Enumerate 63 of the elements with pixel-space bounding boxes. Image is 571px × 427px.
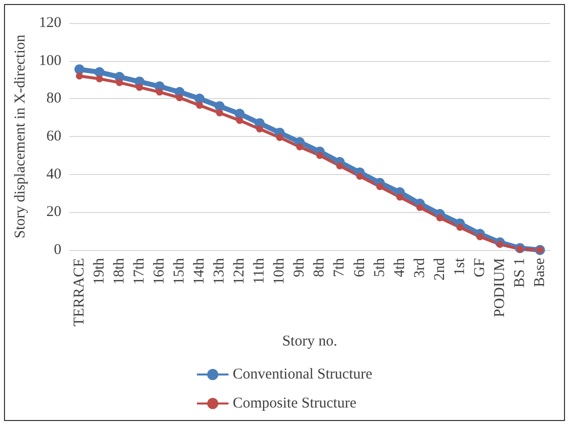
point bbox=[194, 94, 205, 104]
x-tick-label: 5th bbox=[372, 258, 388, 278]
x-tick-label: GF bbox=[472, 258, 488, 278]
point bbox=[376, 183, 384, 190]
y-tick-label: 40 bbox=[46, 166, 62, 182]
x-tick-label: 11th bbox=[252, 258, 268, 284]
point bbox=[416, 204, 424, 211]
x-tick-label: 14th bbox=[192, 258, 208, 285]
y-tick-label: 100 bbox=[38, 52, 62, 69]
point bbox=[234, 108, 245, 119]
x-tick-label: 6th bbox=[352, 258, 368, 278]
x-tick-label: 16th bbox=[152, 258, 168, 285]
point bbox=[476, 233, 484, 240]
x-tick-label: 3rd bbox=[412, 258, 428, 278]
x-tick-label: 4th bbox=[392, 258, 408, 278]
point bbox=[496, 240, 504, 248]
point bbox=[116, 79, 123, 86]
y-tick-label: 120 bbox=[38, 15, 62, 31]
point bbox=[336, 162, 344, 170]
x-tick-label: 17th bbox=[131, 258, 148, 285]
x-tick-label: 2nd bbox=[432, 258, 448, 280]
legend-label: Composite Structure bbox=[232, 396, 357, 412]
x-tick-label: 15th bbox=[172, 258, 188, 285]
x-tick-label: Base bbox=[532, 258, 548, 288]
y-axis-title: Story displacement in X-direction bbox=[12, 34, 28, 238]
x-tick-label: 12th bbox=[232, 258, 248, 285]
x-axis-title: Story no. bbox=[282, 334, 338, 350]
point bbox=[96, 75, 103, 82]
point bbox=[216, 109, 224, 116]
x-tick-label: 10th bbox=[272, 258, 288, 285]
point bbox=[236, 116, 244, 124]
point bbox=[176, 94, 184, 102]
point bbox=[316, 152, 324, 159]
x-tick-label: BS 1 bbox=[512, 258, 528, 288]
x-tick-label: 8th bbox=[312, 258, 328, 278]
point bbox=[214, 101, 225, 112]
point bbox=[76, 72, 83, 80]
point bbox=[436, 214, 444, 222]
legend-label: Conventional Structure bbox=[232, 366, 373, 382]
point bbox=[296, 143, 304, 150]
point bbox=[196, 102, 204, 109]
point bbox=[136, 84, 143, 91]
x-tick-label: 13th bbox=[212, 258, 228, 285]
point bbox=[516, 246, 524, 253]
point bbox=[94, 67, 104, 78]
point bbox=[276, 134, 284, 141]
x-tick-label: PODIUM bbox=[492, 258, 508, 318]
y-tick-label: 0 bbox=[54, 242, 62, 258]
point bbox=[456, 224, 464, 231]
point bbox=[396, 194, 404, 201]
x-tick-label: 9th bbox=[292, 258, 308, 278]
point bbox=[356, 172, 364, 180]
x-tick-label: TERRACE bbox=[71, 258, 88, 326]
point bbox=[74, 64, 84, 74]
y-tick-label: 80 bbox=[46, 90, 62, 107]
x-tick-label: 19th bbox=[91, 258, 108, 285]
y-tick-label: 60 bbox=[46, 128, 62, 144]
point bbox=[156, 88, 164, 96]
point bbox=[256, 125, 264, 132]
x-tick-label: 1st bbox=[452, 257, 468, 276]
y-tick-label: 20 bbox=[46, 204, 62, 220]
x-tick-label: 7th bbox=[332, 258, 348, 278]
x-tick-label: 18th bbox=[111, 258, 128, 285]
